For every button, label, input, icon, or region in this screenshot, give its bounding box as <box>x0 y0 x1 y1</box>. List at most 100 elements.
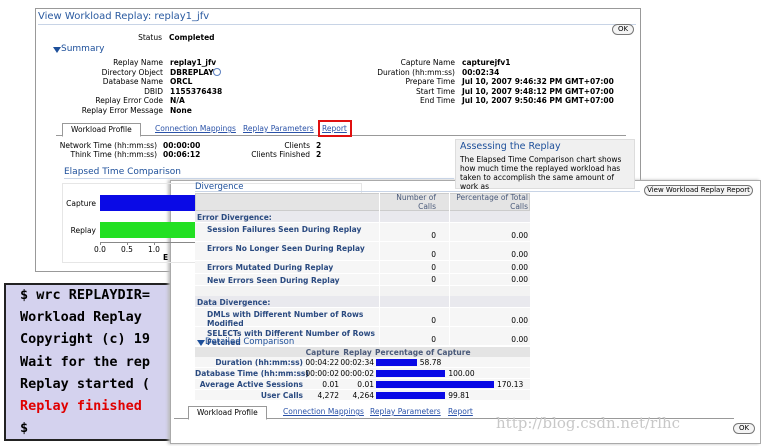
detailed-arrow <box>197 340 205 346</box>
col-head: Number of Calls <box>396 193 436 211</box>
terminal-line: Replay started ( <box>20 375 151 392</box>
capture-cell: 4,272 <box>317 391 339 400</box>
metric-label: Clients Finished <box>251 150 310 159</box>
terminal-line: Replay finished <box>20 398 142 414</box>
pct-label: 99.81 <box>448 391 470 400</box>
row-label: Average Active Sessions <box>199 380 303 389</box>
calls-cell: 0 <box>431 275 436 284</box>
col-sep <box>379 193 380 346</box>
col-head: Capture <box>305 348 340 357</box>
pct-bar <box>376 370 446 377</box>
row-label: Database Time (hh:mm:ss) <box>195 369 309 378</box>
field-label: Replay Error Code <box>95 96 163 106</box>
tab[interactable]: Workload Profile <box>62 123 141 137</box>
capture-cell: 0.01 <box>322 380 339 389</box>
replay-cell: 0.01 <box>357 380 374 389</box>
category-label: Capture <box>66 199 96 208</box>
calls-cell: 0 <box>431 262 436 272</box>
x-axis-label: E <box>163 253 169 262</box>
pct-cell: 0.00 <box>511 262 528 272</box>
chart-title: Elapsed Time Comparison <box>64 167 181 177</box>
info-icon <box>213 68 221 76</box>
chart-rule <box>64 178 454 179</box>
row-label: SELECTs with Different Number of Rows Fe… <box>207 329 375 347</box>
report-highlight <box>318 120 352 137</box>
ok-button[interactable]: OK <box>612 24 634 35</box>
table-row <box>195 211 530 223</box>
field-value: Jul 10, 2007 9:46:32 PM GMT+07:00 <box>462 77 614 87</box>
pct-label: 100.00 <box>448 369 475 378</box>
field-label: End Time <box>420 96 455 106</box>
terminal-line: Copyright (c) 19 <box>20 331 151 348</box>
status-value: Completed <box>169 33 215 42</box>
metric-label: Network Time (hh:mm:ss) <box>59 141 157 150</box>
calls-cell: 0 <box>431 335 436 344</box>
tab[interactable]: Replay Parameters <box>243 124 314 133</box>
x-tick-label: 0.5 <box>121 245 133 254</box>
col-head: Percentage of Total Calls <box>456 193 528 211</box>
tab[interactable]: Report <box>322 124 347 133</box>
tab[interactable]: Replay Parameters <box>370 407 441 416</box>
tab[interactable]: Connection Mappings <box>283 407 364 416</box>
terminal-line: Wait for the rep <box>20 353 151 370</box>
table-row <box>195 273 530 286</box>
field-value: ORCL <box>170 77 193 87</box>
x-tick-label: 0.0 <box>94 245 106 254</box>
metric-value: 2 <box>316 141 322 150</box>
tab[interactable]: Connection Mappings <box>155 124 236 133</box>
field-value: 00:02:34 <box>462 67 500 77</box>
spacer-row <box>195 286 530 296</box>
table-row <box>195 327 530 346</box>
row-label: User Calls <box>260 391 303 400</box>
terminal-line: $ wrc REPLAYDIR= <box>20 287 151 303</box>
watermark: http://blog.csdn.net/rlhc <box>496 414 681 432</box>
tab[interactable]: Workload Profile <box>188 406 267 420</box>
pct-bar <box>376 359 417 366</box>
pct-cell: 0.00 <box>511 250 528 259</box>
pct-cell: 0.00 <box>511 231 528 240</box>
field-value: N/A <box>170 96 185 106</box>
col-sep <box>449 193 450 346</box>
col-head: Replay <box>343 348 372 357</box>
assess-text: The Elapsed Time Comparison chart shows … <box>460 155 622 191</box>
table-row <box>195 368 530 379</box>
row-label: Errors Mutated During Replay <box>207 263 334 272</box>
capture-cell: 00:00:02 <box>305 369 339 378</box>
report-button[interactable]: View Workload Replay Report <box>644 185 753 196</box>
table-row <box>195 296 530 308</box>
field-value: Jul 10, 2007 9:50:46 PM GMT+07:00 <box>462 96 614 106</box>
metric-label: Clients <box>284 141 310 150</box>
replay-cell: 4,264 <box>352 391 374 400</box>
capture-cell: 00:04:22 <box>305 358 339 367</box>
pct-bar <box>376 392 446 399</box>
row-label: Session Failures Seen During Replay <box>207 225 362 234</box>
row-label: Duration (hh:mm:ss) <box>215 358 303 367</box>
field-label: Start Time <box>415 86 455 96</box>
row-label: Errors No Longer Seen During Replay <box>207 244 365 253</box>
field-label: DBID <box>144 86 163 96</box>
table-head <box>195 193 530 211</box>
metric-label: Think Time (hh:mm:ss) <box>70 150 157 159</box>
assess-title: Assessing the Replay <box>460 141 561 152</box>
calls-cell: 0 <box>431 231 436 240</box>
field-label: Replay Error Message <box>81 106 163 115</box>
status-label: Status <box>138 33 162 42</box>
pct-label: 170.13 <box>497 380 524 389</box>
table-row <box>195 357 530 368</box>
field-label: Prepare Time <box>405 77 455 87</box>
table-row <box>195 308 530 327</box>
assess-box <box>455 139 635 189</box>
summary-heading: Summary <box>61 44 105 54</box>
row-label: Data Divergence: <box>197 298 271 307</box>
metric-value: 2 <box>316 150 322 159</box>
table-row <box>195 390 530 401</box>
pct-bar <box>376 381 494 388</box>
calls-cell: 0 <box>431 250 436 259</box>
field-label: Directory Object <box>101 67 163 77</box>
tab[interactable]: Report <box>448 407 473 416</box>
field-label: Capture Name <box>400 58 455 67</box>
col-head: Percentage of Capture <box>375 348 471 357</box>
ok-button[interactable]: OK <box>733 423 755 434</box>
metric-value: 00:06:12 <box>163 150 201 159</box>
